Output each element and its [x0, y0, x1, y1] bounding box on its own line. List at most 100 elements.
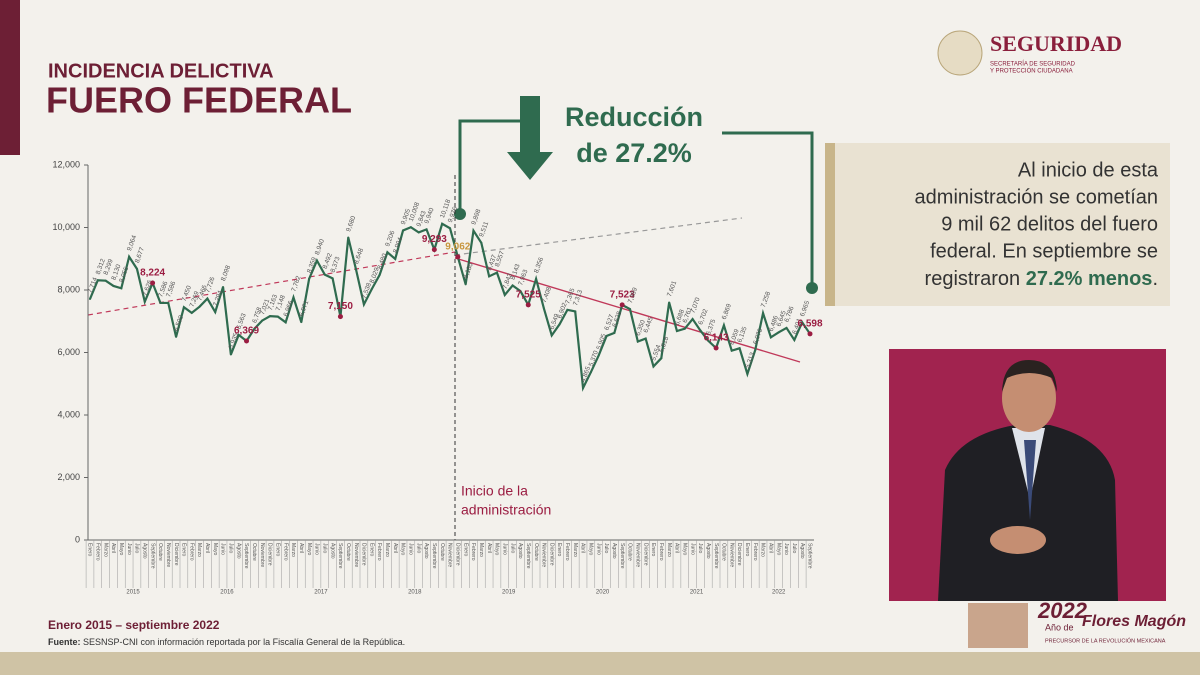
x-tick-label: Febrero: [282, 543, 288, 561]
point: [495, 271, 498, 274]
logo-name: SEGURIDAD: [990, 31, 1122, 56]
point: [331, 277, 334, 280]
person-tie: [1024, 440, 1036, 520]
x-tick-label: Enero: [744, 543, 750, 557]
point: [793, 338, 796, 341]
point: [104, 279, 107, 282]
x-tick-label: Enero: [181, 543, 187, 557]
x-tick-label: Julio: [509, 543, 515, 554]
value-label-highlight: 6,143: [704, 333, 729, 344]
point: [762, 312, 765, 315]
value-label-highlight: 6,598: [797, 318, 822, 329]
annotation: de 27.2%: [576, 138, 692, 168]
x-tick-label: Marzo: [478, 543, 484, 557]
point: [394, 257, 397, 260]
point: [347, 236, 350, 239]
point: [683, 327, 686, 330]
value-label-highlight: 7,150: [328, 301, 353, 312]
point: [261, 319, 264, 322]
x-tick-label: Agosto: [517, 543, 523, 559]
x-tick-label: Junio: [501, 543, 507, 555]
info-line: administración se cometían: [915, 186, 1158, 208]
point: [613, 331, 616, 334]
point: [464, 283, 467, 286]
point: [699, 329, 702, 332]
point: [582, 386, 585, 389]
bracket: [458, 119, 814, 288]
x-tick-label: Octubre: [439, 543, 445, 561]
x-tick-label: Julio: [791, 543, 797, 554]
x-tick-label: Mayo: [400, 543, 406, 555]
x-tick-label: Abril: [674, 543, 680, 553]
point: [89, 297, 91, 300]
x-tick-label: Julio: [697, 543, 703, 554]
x-tick-label: Mayo: [118, 543, 124, 555]
x-tick-label: Octubre: [345, 543, 351, 561]
x-tick-label: Noviembre: [634, 543, 640, 567]
point: [378, 274, 381, 276]
x-tick-label: Septiembre: [619, 543, 625, 569]
point: [713, 345, 719, 351]
point: [660, 357, 663, 360]
point: [707, 339, 710, 342]
info-line: registraron 27.2% menos.: [925, 268, 1158, 290]
point: [574, 310, 577, 313]
x-tick-label: Junio: [783, 543, 789, 555]
point: [370, 288, 373, 291]
info-text: Al inicio de esta administración se come…: [915, 159, 1159, 290]
down-arrow: [507, 96, 553, 180]
x-tick-label: Julio: [603, 543, 609, 554]
x-tick-label: Diciembre: [642, 543, 648, 566]
y-tick-label: 6,000: [57, 347, 80, 357]
title-line1: INCIDENCIA DELICTIVA: [48, 60, 274, 82]
x-tick-label: Marzo: [102, 543, 108, 557]
point: [190, 311, 193, 314]
x-tick-label: Junio: [689, 543, 695, 555]
x-tick-label: Octubre: [627, 543, 633, 561]
point: [769, 336, 772, 339]
point: [112, 284, 115, 287]
y-tick-label: 4,000: [57, 409, 80, 419]
x-tick-label: Abril: [110, 543, 116, 553]
year-label: 2016: [220, 590, 234, 596]
logo-sub: SECRETARÍA DE SEGURIDAD: [990, 61, 1076, 68]
marker-label: administración: [461, 502, 551, 518]
point: [589, 371, 592, 374]
point: [441, 222, 444, 225]
point: [386, 251, 389, 254]
x-tick-label: Noviembre: [165, 543, 171, 567]
x-tick-label: Marzo: [760, 543, 766, 557]
point: [323, 273, 326, 276]
point: [730, 349, 733, 352]
point: [120, 287, 123, 290]
point: [269, 315, 271, 318]
bottom-strip: [0, 652, 1200, 675]
point: [668, 301, 671, 304]
trend-projection: [454, 217, 743, 256]
point: [206, 297, 209, 300]
x-tick-label: Marzo: [384, 543, 390, 557]
info-line: federal. En septiembre se: [930, 240, 1158, 262]
x-tick-label: Abril: [392, 543, 398, 553]
x-tick-label: Septiembre: [525, 543, 531, 569]
year-label: 2019: [502, 590, 516, 596]
point: [315, 259, 318, 262]
x-tick-label: Febrero: [188, 543, 194, 561]
x-tick-label: Febrero: [376, 543, 382, 561]
x-tick-label: Agosto: [141, 543, 147, 559]
x-tick-label: Octubre: [157, 543, 163, 561]
point: [738, 347, 741, 350]
point: [519, 290, 522, 293]
source-text: SESNSP-CNI con información reportada por…: [83, 637, 405, 647]
point: [300, 321, 303, 324]
point: [801, 321, 804, 324]
banner-mid: Año de: [1045, 622, 1074, 632]
point: [566, 308, 569, 311]
point: [96, 279, 99, 282]
point: [143, 300, 146, 303]
year-label: 2017: [314, 590, 328, 596]
x-tick-label: Febrero: [470, 543, 476, 561]
x-tick-label: Septiembre: [149, 543, 155, 569]
x-tick-label: Abril: [486, 543, 492, 553]
x-tick-label: Diciembre: [736, 543, 742, 566]
